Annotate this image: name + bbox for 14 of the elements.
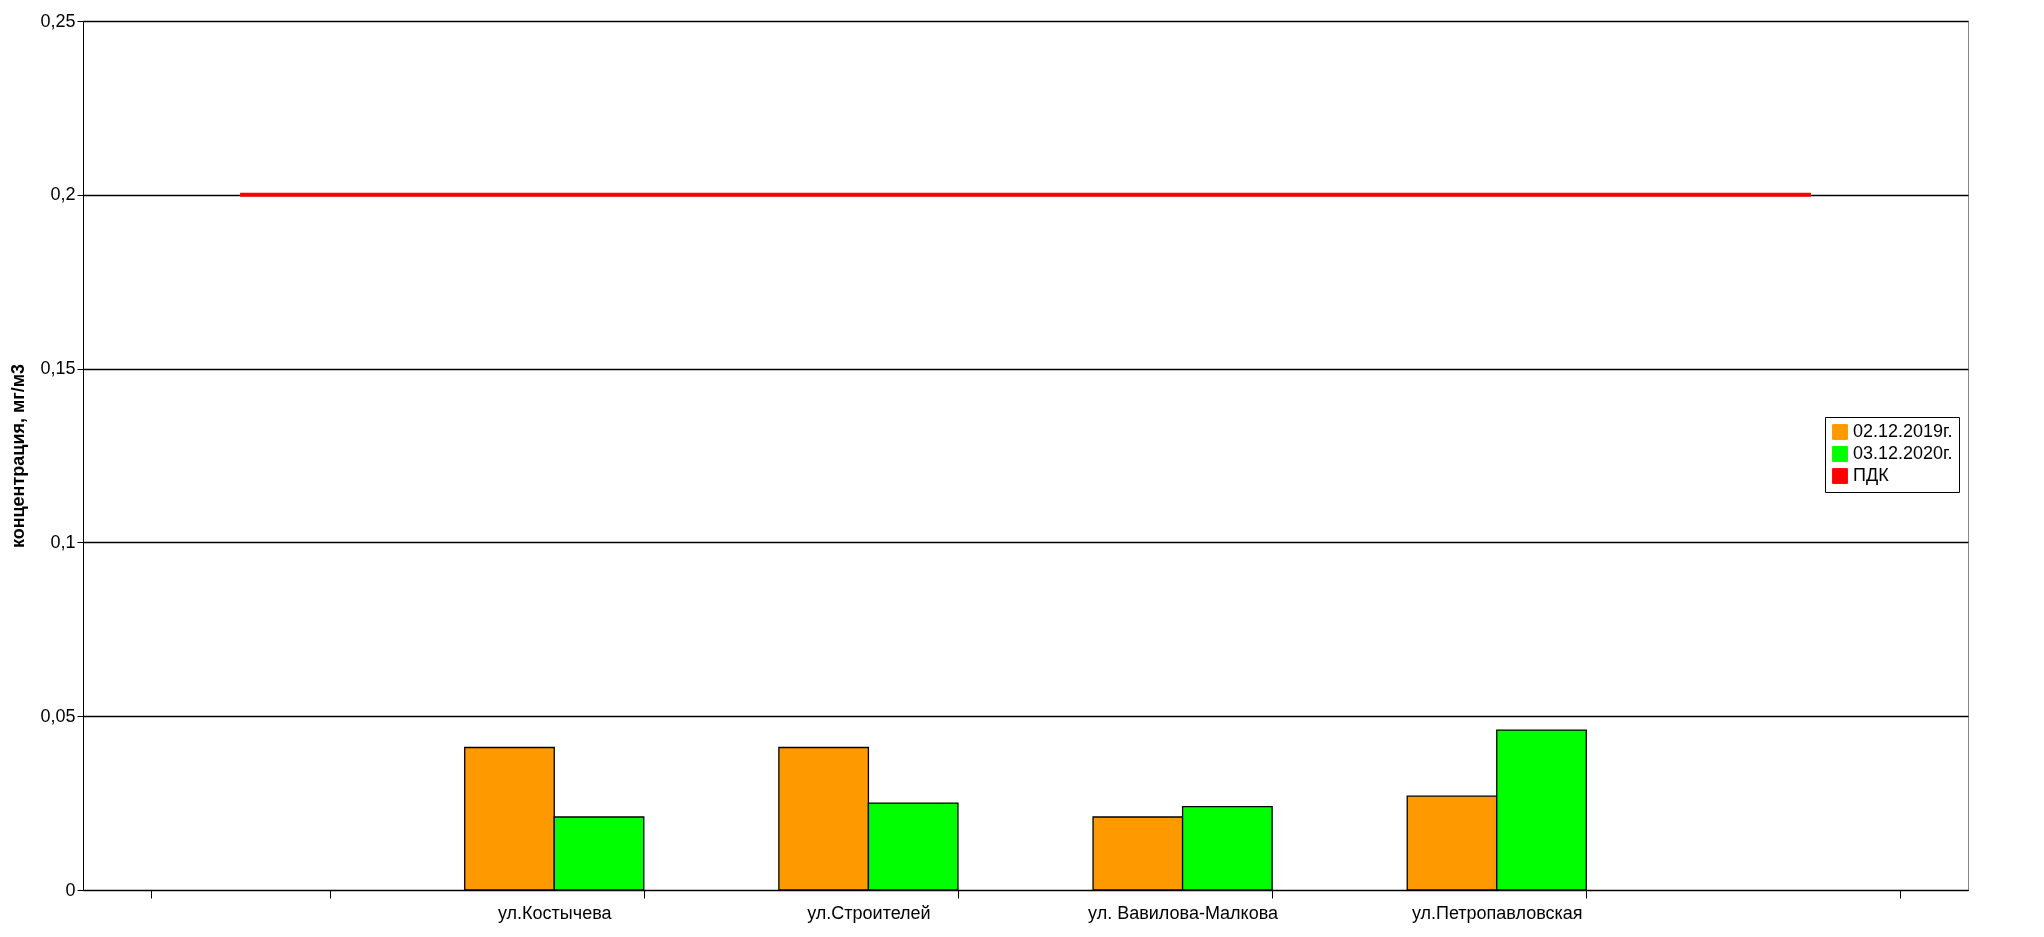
y-tick-label: 0,15	[40, 358, 76, 379]
y-tick-label: 0,25	[40, 10, 76, 31]
y-tick-label: 0,2	[50, 184, 76, 205]
legend-label: 03.12.2020г.	[1853, 443, 1953, 463]
y-axis-title: концентрация, мг/м3	[8, 363, 29, 549]
x-tick-label: ул.Строителей	[807, 902, 931, 923]
y-tick-label: 0,1	[50, 531, 76, 552]
legend-label: 02.12.2019г.	[1853, 421, 1953, 441]
x-tick-label: ул. Вавилова-Малкова	[1088, 902, 1280, 923]
y-tick-label: 0,05	[40, 705, 76, 726]
x-tick-label: ул.Костычева	[497, 902, 613, 923]
x-tick-label: ул.Петропавловская	[1411, 902, 1583, 923]
y-tick-label: 0	[65, 879, 76, 900]
legend-label: ПДК	[1853, 465, 1890, 485]
